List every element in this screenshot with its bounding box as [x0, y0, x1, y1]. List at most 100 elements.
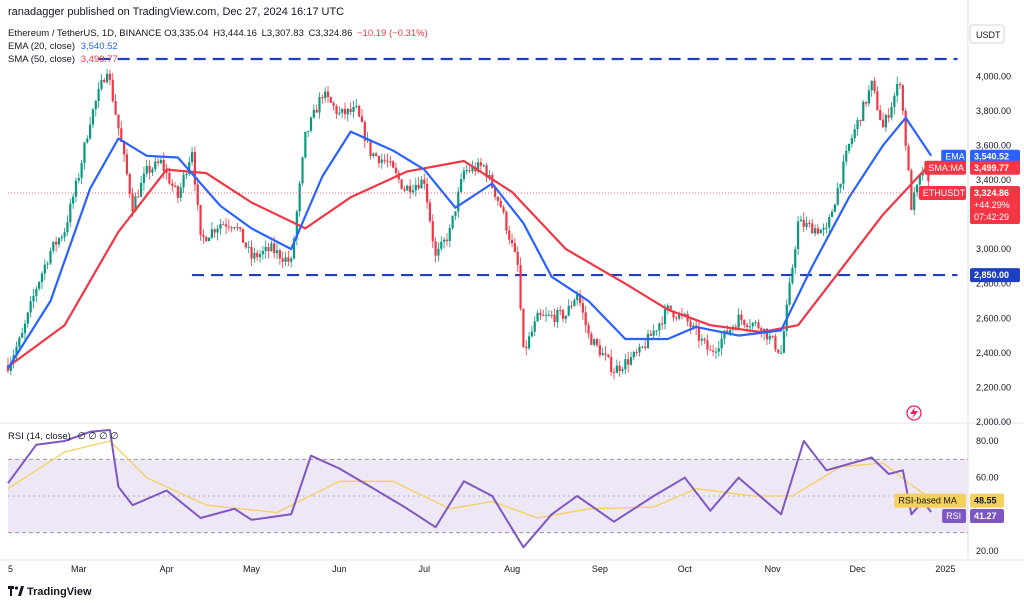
candle-body: [156, 161, 160, 163]
candle-body: [89, 124, 92, 139]
price-badge-extra: 07:42:29: [974, 212, 1009, 222]
tradingview-logo[interactable]: TradingView: [8, 586, 92, 598]
candle-body: [576, 293, 579, 301]
candle-body: [697, 327, 701, 341]
candle-body: [629, 357, 633, 365]
time-tick-label: Sep: [592, 564, 608, 574]
candle-body: [598, 345, 601, 356]
candle-body: [901, 85, 904, 111]
candle-body: [341, 108, 344, 113]
candle-body: [312, 109, 315, 118]
rsi-badge: RSI 41.27: [942, 509, 1004, 524]
price-tick-label: 4,000.00: [976, 71, 1011, 81]
ema-badge-value-bg: [970, 149, 1020, 164]
candle-body: [669, 305, 672, 312]
candle-body: [805, 222, 808, 227]
candle-body: [434, 241, 437, 256]
candle-body: [377, 156, 381, 164]
time-tick-label: Mar: [71, 564, 87, 574]
candle-body: [437, 248, 440, 256]
candle-body: [352, 107, 355, 112]
candle-body: [83, 142, 86, 164]
candle-body: [774, 336, 777, 350]
candle-body: [765, 328, 769, 340]
candle-body: [822, 227, 825, 230]
rsi-legend: RSI (14, close) ∅ ∅ ∅ ∅: [8, 431, 119, 442]
candle-body: [556, 310, 559, 322]
candle-body: [123, 142, 126, 155]
candle-body: [862, 101, 865, 122]
candle-body: [570, 305, 573, 307]
candle-body: [205, 236, 208, 242]
price-badge-extra: +44.29%: [974, 200, 1010, 210]
candle-body: [355, 105, 358, 108]
candle-body: [505, 211, 508, 231]
rsi-badge-value: 41.27: [974, 511, 997, 521]
currency-button[interactable]: USDT: [969, 24, 1005, 44]
candle-body: [502, 207, 505, 212]
candle-body: [632, 351, 635, 358]
candle-body: [159, 159, 163, 163]
time-tick-label: Dec: [850, 564, 867, 574]
price-tick-label: 2,600.00: [976, 313, 1011, 323]
candle-body: [740, 314, 743, 321]
candle-body: [440, 241, 443, 249]
candle-body: [839, 183, 842, 188]
candle-body: [890, 106, 893, 118]
ema-legend-value: 3,540.52: [80, 41, 118, 52]
candle-body: [137, 196, 140, 198]
candle-body: [383, 159, 386, 161]
candle-body: [258, 254, 262, 258]
candle-body: [264, 246, 267, 251]
candle-body: [663, 309, 667, 325]
rsi-legend-label: RSI (14, close): [8, 431, 71, 442]
candle-body: [173, 185, 177, 187]
rsi-ma-badge-label-bg: [894, 493, 966, 508]
ema-legend: EMA (20, close) 3,540.52: [8, 41, 118, 52]
candle-body: [559, 310, 562, 312]
candle-body: [488, 174, 491, 178]
candle-body: [847, 143, 851, 151]
candle-body: [216, 228, 219, 233]
candle-body: [196, 184, 199, 205]
candle-body: [720, 338, 723, 349]
price-tick-label: 3,600.00: [976, 140, 1011, 150]
candle-body: [748, 326, 752, 328]
candle-body: [287, 257, 290, 262]
rsi-line: [7, 429, 932, 549]
candle-body: [859, 120, 862, 122]
candle-body: [451, 215, 454, 229]
candle-body: [649, 333, 652, 336]
candle-body: [304, 131, 307, 158]
candle-body: [326, 91, 330, 98]
candle-body: [788, 282, 791, 305]
candle-body: [465, 170, 468, 172]
candle-body: [907, 145, 910, 171]
candle-body: [539, 312, 542, 316]
candle-body: [828, 217, 831, 228]
price-tick-label: 3,400.00: [976, 175, 1011, 185]
candle-body: [845, 150, 848, 162]
candle-body: [638, 346, 641, 353]
candle-body: [117, 114, 120, 129]
symbol-legend: Ethereum / TetherUS, 1D, BINANCE O3,335.…: [8, 28, 430, 39]
candle-body: [683, 313, 686, 315]
price-tick-label: 2,400.00: [976, 348, 1011, 358]
candle-body: [284, 257, 287, 262]
candle-body: [561, 310, 565, 319]
candle-body: [428, 202, 432, 222]
rsi-tick-label: 80.00: [976, 436, 999, 446]
support-badge: 2,850.00: [970, 268, 1020, 283]
candle-body: [712, 350, 715, 352]
candle-body: [819, 229, 822, 234]
candle-body: [55, 241, 58, 245]
candle-body: [779, 352, 783, 354]
candle-body: [267, 246, 270, 252]
candle-body: [482, 165, 485, 167]
candle-body: [77, 177, 80, 181]
candle-body: [612, 371, 616, 373]
candle-body: [176, 186, 180, 198]
candle-body: [802, 219, 805, 227]
candle-body: [139, 182, 143, 197]
